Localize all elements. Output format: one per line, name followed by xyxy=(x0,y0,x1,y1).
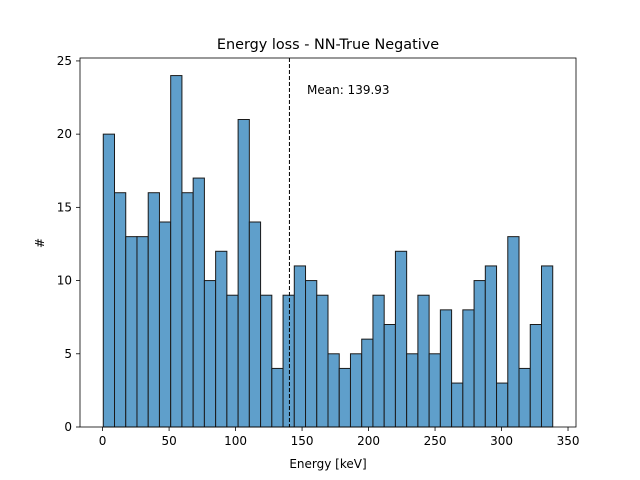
x-tick-label: 0 xyxy=(99,434,107,448)
y-tick-label: 5 xyxy=(64,347,72,361)
histogram-bar xyxy=(394,250,408,428)
y-tick-label: 15 xyxy=(57,200,72,214)
histogram-bar xyxy=(271,367,284,428)
histogram-bar xyxy=(428,353,441,428)
x-tick-label: 300 xyxy=(490,434,513,448)
y-axis-label: # xyxy=(33,238,47,248)
histogram-bar xyxy=(158,221,172,428)
histogram-bar xyxy=(147,192,160,428)
histogram-bar xyxy=(473,280,486,428)
plot-area-frame xyxy=(79,57,577,428)
histogram-bar xyxy=(114,192,127,428)
histogram-bar xyxy=(383,324,396,428)
histogram-bar xyxy=(372,294,385,428)
y-tick-label: 10 xyxy=(57,274,72,288)
mean-annotation: Mean: 139.93 xyxy=(307,83,390,97)
histogram-bar xyxy=(462,309,475,428)
y-tick-label: 20 xyxy=(57,127,72,141)
histogram-bar xyxy=(248,221,262,428)
histogram-bar xyxy=(529,324,542,428)
histogram-bar xyxy=(282,294,295,428)
histogram-bar xyxy=(192,177,205,428)
histogram-bar xyxy=(496,382,509,428)
histogram-bar xyxy=(451,382,464,428)
histogram-bar xyxy=(540,265,554,428)
x-axis-ticks: 0 50 100 150 200 250 300 350 xyxy=(99,427,580,448)
histogram-bar xyxy=(406,353,419,428)
histogram-bar xyxy=(507,236,520,428)
histogram-bar xyxy=(136,236,149,428)
histogram-bar xyxy=(316,294,329,428)
histogram-bar xyxy=(203,280,217,428)
histogram-bar xyxy=(484,265,498,428)
histogram-bar xyxy=(260,294,273,428)
y-tick-label: 25 xyxy=(57,54,72,68)
x-tick-label: 350 xyxy=(557,434,580,448)
histogram-bar xyxy=(417,294,430,428)
histogram-bar xyxy=(518,367,531,428)
x-tick-label: 100 xyxy=(224,434,247,448)
histogram-bar xyxy=(327,353,340,428)
x-tick-label: 250 xyxy=(424,434,447,448)
histogram-bar xyxy=(125,236,138,428)
histogram-bar xyxy=(305,280,318,428)
histogram-bar xyxy=(293,265,307,428)
x-tick-label: 150 xyxy=(291,434,314,448)
x-axis-label: Energy [keV] xyxy=(289,457,366,471)
y-axis-ticks: 0 5 10 15 20 25 xyxy=(57,54,80,434)
histogram-bar xyxy=(361,338,374,428)
histogram-bar xyxy=(439,309,453,428)
histogram-bar xyxy=(237,119,250,428)
histogram-bar xyxy=(102,133,116,428)
histogram-bar xyxy=(226,294,239,428)
histogram-bar xyxy=(181,192,194,428)
chart-title: Energy loss - NN-True Negative xyxy=(217,37,439,53)
histogram-bar xyxy=(170,75,183,428)
histogram-bar xyxy=(338,367,351,428)
histogram-bars xyxy=(102,75,554,428)
x-tick-label: 50 xyxy=(161,434,176,448)
histogram-bar xyxy=(215,250,228,428)
x-tick-label: 200 xyxy=(357,434,380,448)
y-tick-label: 0 xyxy=(64,420,72,434)
histogram-bar xyxy=(349,353,363,428)
